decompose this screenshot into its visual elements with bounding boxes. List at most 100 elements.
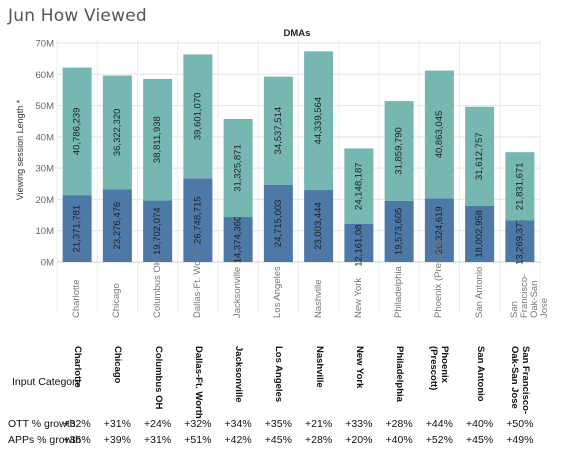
chart-title: DMAs xyxy=(284,28,311,39)
bar-data-label: 38,811,938 xyxy=(152,116,163,163)
table-header-label: Input Category xyxy=(12,376,81,388)
bar-data-label: 26,748,715 xyxy=(192,196,203,244)
bar-segment xyxy=(304,190,334,262)
table-cell: +40% xyxy=(466,418,494,430)
table-row-label: APPs % growth xyxy=(8,434,81,446)
table-column-header: Los Angeles xyxy=(273,346,285,403)
x-tick-label: Columbus OH xyxy=(151,258,163,318)
bar-data-label: 19,573,605 xyxy=(394,208,405,256)
bar-data-label: 31,859,790 xyxy=(394,127,405,175)
bar-segment xyxy=(223,119,253,218)
y-tick-label: 0M xyxy=(41,258,54,269)
table-column-header: San Antonio xyxy=(474,346,486,402)
x-tick-label: Dallas-Ft. Worth xyxy=(191,249,203,318)
table-column-header: Philadelphia xyxy=(394,346,406,402)
y-tick-label: 40M xyxy=(36,132,55,143)
x-tick-label: Charlotte xyxy=(71,279,83,318)
y-tick-label: 70M xyxy=(36,39,55,50)
table-cell: +42% xyxy=(224,434,252,446)
bar-segment xyxy=(183,54,213,179)
bar-segment xyxy=(344,223,374,262)
table-cell: +34% xyxy=(224,418,252,430)
table-cell: +28% xyxy=(305,434,333,446)
table-cell: +39% xyxy=(103,434,131,446)
bar-segment xyxy=(344,148,374,224)
bar-segment xyxy=(183,178,213,262)
table-column-header: Phoenix (Prescott) xyxy=(428,346,451,391)
bar-segment xyxy=(465,106,495,206)
bar-segment xyxy=(102,75,132,190)
bar-data-label: 24,148,187 xyxy=(353,162,364,210)
table-cell: +35% xyxy=(264,418,292,430)
x-tick-label: Phoenix (Prescott) xyxy=(433,239,445,318)
x-tick-label: San Antonio xyxy=(473,266,485,318)
bar-segment xyxy=(505,220,535,262)
bar-data-label: 12,161,086 xyxy=(353,219,364,267)
bar-segment xyxy=(223,217,253,262)
x-tick-label: New York xyxy=(352,277,364,318)
y-axis-title: Viewing session Length * xyxy=(15,99,25,200)
table-column-header: San Francisco- Oak-San Jose xyxy=(508,346,531,415)
bar-data-label: 23,003,444 xyxy=(313,202,324,250)
bar-segment xyxy=(143,78,173,201)
bar-data-label: 23,276,476 xyxy=(112,202,123,250)
table-cell: +45% xyxy=(264,434,292,446)
y-tick-label: 60M xyxy=(36,70,55,81)
bar-segment xyxy=(424,70,454,199)
bar-segment xyxy=(505,152,535,221)
x-tick-label: Chicago xyxy=(111,283,123,318)
table-column-header: Chicago xyxy=(112,346,124,384)
bar-segment xyxy=(263,184,293,262)
y-tick-label: 20M xyxy=(36,195,55,206)
table-column-header: Jacksonville xyxy=(233,346,245,403)
table-column-header: New York xyxy=(353,346,365,389)
table-cell: +32% xyxy=(184,418,212,430)
bar-data-label: 36,322,320 xyxy=(112,109,123,157)
y-tick-label: 50M xyxy=(36,101,55,112)
table-cell: +50% xyxy=(506,418,534,430)
bar-data-label: 34,537,514 xyxy=(273,107,284,155)
bar-data-label: 24,715,003 xyxy=(273,200,284,248)
bar-segment xyxy=(384,200,414,262)
x-tick-label: San Francisco-Oak-San Jose xyxy=(508,273,550,318)
table-cell: +31% xyxy=(103,418,131,430)
table-cell: +20% xyxy=(345,434,373,446)
bar-segment xyxy=(143,200,173,262)
table-cell: +45% xyxy=(466,434,494,446)
bar-segment xyxy=(424,198,454,262)
x-tick-label: Nashville xyxy=(312,279,324,318)
x-tick-label: Los Angeles xyxy=(272,266,284,318)
bar-data-label: 20,324,619 xyxy=(434,206,445,254)
table-cell: +40% xyxy=(385,434,413,446)
table-cell: +21% xyxy=(305,418,333,430)
page-title: Jun How Viewed xyxy=(8,6,147,26)
bar-segment xyxy=(62,67,92,196)
table-column-header: Columbus OH xyxy=(152,346,164,410)
bar-data-label: 14,374,360 xyxy=(233,216,244,264)
bar-data-label: 39,601,070 xyxy=(192,93,203,141)
table-column-header: Nashville xyxy=(313,346,325,388)
table-cell: +28% xyxy=(385,418,413,430)
bar-segment xyxy=(304,51,334,191)
table-cell: +33% xyxy=(345,418,373,430)
y-tick-label: 30M xyxy=(36,164,55,175)
bar-data-label: 40,786,239 xyxy=(72,108,83,156)
bar-segment xyxy=(465,205,495,262)
table-cell: +44% xyxy=(425,418,453,430)
bar-data-label: 13,269,377 xyxy=(514,217,525,265)
bar-segment xyxy=(263,76,293,185)
table-cell: +32% xyxy=(63,418,91,430)
bar-data-label: 40,863,045 xyxy=(434,111,445,159)
table-cell: +51% xyxy=(184,434,212,446)
x-tick-label: Jacksonville xyxy=(232,266,244,318)
table-column-header: Dallas-Ft. Worth xyxy=(192,346,204,419)
bar-segment xyxy=(102,189,132,262)
bar-data-label: 19,702,074 xyxy=(152,207,163,255)
bar-data-label: 44,339,564 xyxy=(313,97,324,145)
bar-data-label: 21,831,671 xyxy=(514,163,525,211)
table-cell: +52% xyxy=(425,434,453,446)
bar-data-label: 31,325,871 xyxy=(233,144,244,192)
bar-data-label: 31,612,757 xyxy=(474,132,485,180)
table-row-label: OTT % growth xyxy=(8,418,76,430)
